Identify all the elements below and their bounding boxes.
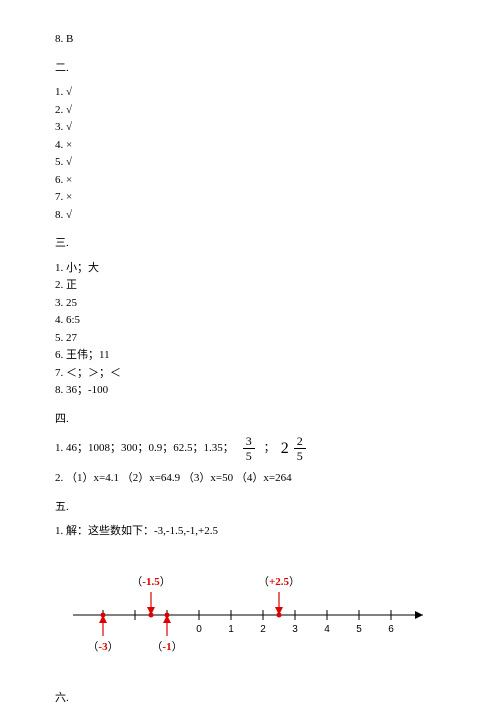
svg-text:（-3）: （-3） [87, 640, 118, 653]
list-item: 8. √ [55, 207, 450, 224]
svg-text:（-1.5）: （-1.5） [131, 575, 170, 588]
list-item: 1. 小；大 [55, 260, 450, 277]
list-item: 5. 27 [55, 330, 450, 347]
point-neg-1: （-1） [151, 612, 182, 653]
point-neg-1p5: （-1.5） [131, 575, 170, 618]
section-2-list: 1. √ 2. √ 3. √ 4. × 5. √ 6. × 7. × 8. √ [55, 84, 450, 223]
whole: 2 [281, 437, 289, 461]
text: 1. 46；1008；300；0.9；62.5；1.35； [55, 440, 234, 457]
section-5-head: 五. [55, 499, 450, 516]
tick-group: 0 1 2 3 4 5 6 [103, 610, 394, 635]
separator: ； [264, 440, 275, 457]
list-item: 3. √ [55, 119, 450, 136]
denominator: 5 [243, 449, 255, 462]
mixed-fraction-2-2-5: 2 2 5 [281, 435, 309, 462]
list-item: 8. 36；-100 [55, 382, 450, 399]
tick-label: 0 [196, 624, 202, 635]
list-item: 6. × [55, 172, 450, 189]
section-6-head: 六. [55, 690, 450, 707]
q8-answer: 8. B [55, 31, 450, 48]
list-item: 7. ＜；＞；＜ [55, 365, 450, 382]
list-item: 2. 正 [55, 277, 450, 294]
svg-text:（-1）: （-1） [151, 640, 182, 653]
point-neg-3: （-3） [87, 612, 118, 653]
number-line-svg: 0 1 2 3 4 5 6 （-3） （-1.5） [68, 560, 438, 655]
section-4-line-2: 2. （1）x=4.1 （2）x=64.9 （3）x=50 （4）x=264 [55, 470, 450, 487]
list-item: 4. 6:5 [55, 312, 450, 329]
tick-label: 2 [260, 624, 266, 635]
list-item: 6. 王伟；11 [55, 347, 450, 364]
fraction-part: 2 5 [294, 435, 306, 462]
section-4-line-1: 1. 46；1008；300；0.9；62.5；1.35； 3 5 ； 2 2 … [55, 435, 450, 462]
section-3-head: 三. [55, 235, 450, 252]
tick-label: 1 [228, 624, 234, 635]
denominator: 5 [294, 449, 306, 462]
tick-label: 4 [324, 624, 330, 635]
point-pos-2p5: （+2.5） [257, 575, 299, 618]
number-line-figure: 0 1 2 3 4 5 6 （-3） （-1.5） [68, 560, 438, 661]
list-item: 2. √ [55, 102, 450, 119]
list-item: 4. × [55, 137, 450, 154]
section-2-head: 二. [55, 60, 450, 77]
svg-text:（+2.5）: （+2.5） [257, 575, 299, 588]
tick-label: 3 [292, 624, 298, 635]
fraction-3-5: 3 5 [243, 435, 255, 462]
list-item: 3. 25 [55, 295, 450, 312]
tick-label: 5 [356, 624, 362, 635]
list-item: 1. √ [55, 84, 450, 101]
list-item: 7. × [55, 189, 450, 206]
tick-label: 6 [388, 624, 394, 635]
numerator: 3 [243, 435, 255, 449]
list-item: 5. √ [55, 154, 450, 171]
section-5-line-1: 1. 解：这些数如下：-3,-1.5,-1,+2.5 [55, 523, 450, 540]
section-4-head: 四. [55, 411, 450, 428]
axis-arrowhead [415, 611, 423, 619]
section-3-list: 1. 小；大 2. 正 3. 25 4. 6:5 5. 27 6. 王伟；11 … [55, 260, 450, 399]
numerator: 2 [294, 435, 306, 449]
